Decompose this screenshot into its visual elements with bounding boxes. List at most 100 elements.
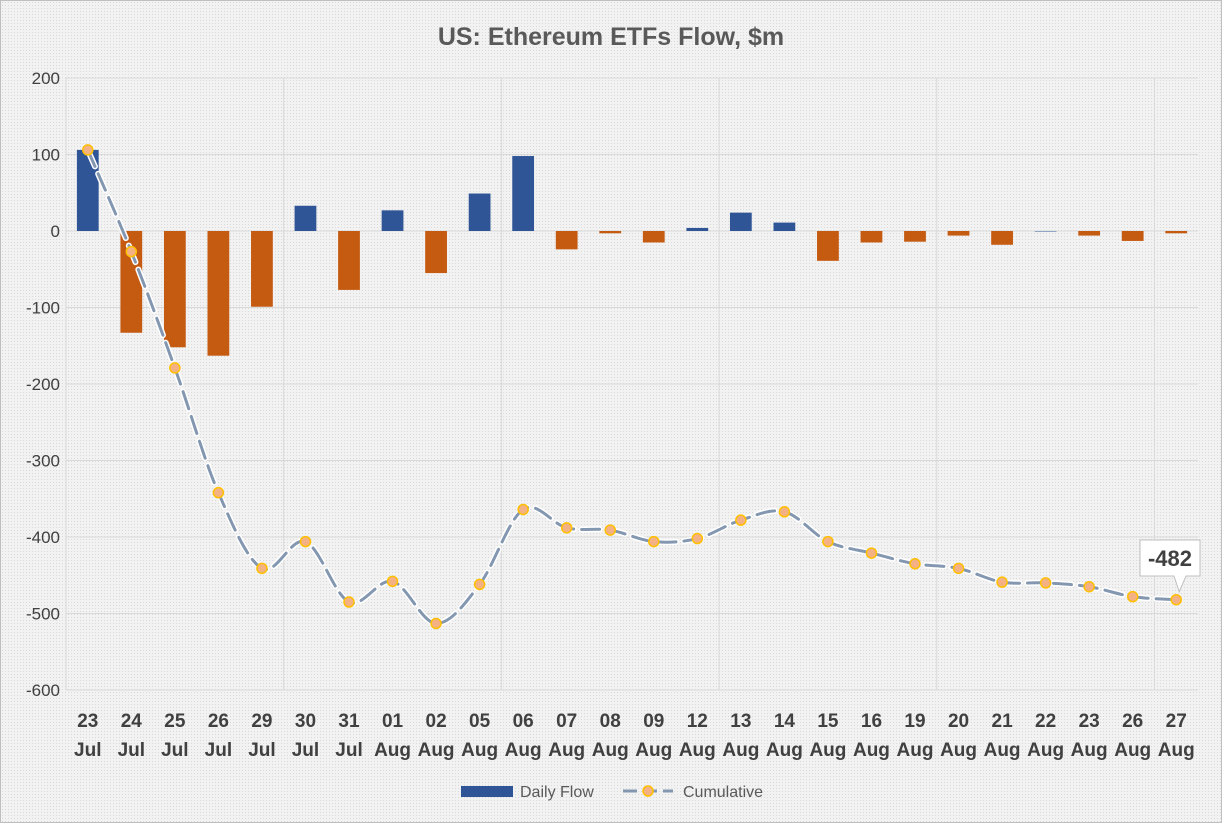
x-tick-day: 15 bbox=[817, 711, 839, 732]
cumulative-point bbox=[386, 575, 399, 588]
y-tick-label: 200 bbox=[32, 69, 60, 88]
bar-daily-flow bbox=[947, 231, 970, 236]
x-axis-ticks: 23 Jul 24 Jul 25 Jul 26 Jul 29 Jul 30 Jul 31 Jul 01 Aug… bbox=[74, 711, 1195, 761]
x-tick-day: 21 bbox=[992, 711, 1014, 732]
x-tick-day: 14 bbox=[774, 711, 796, 732]
x-tick-month: Jul bbox=[161, 740, 188, 761]
bar-daily-flow bbox=[991, 231, 1013, 245]
y-tick-label: -500 bbox=[26, 605, 60, 624]
x-tick-month: Aug bbox=[853, 740, 890, 761]
y-tick-label: -400 bbox=[26, 528, 60, 547]
x-tick-month: Jul bbox=[248, 740, 275, 761]
cumulative-point bbox=[343, 596, 355, 608]
legend-swatch-cumulative-marker bbox=[642, 785, 654, 797]
cumulative-point bbox=[691, 532, 704, 545]
callout: -482 bbox=[1139, 539, 1201, 594]
y-tick-label: 100 bbox=[32, 146, 60, 165]
cumulative-point bbox=[604, 524, 616, 536]
x-tick-day: 25 bbox=[164, 711, 186, 732]
x-tick-day: 12 bbox=[687, 711, 708, 732]
cumulative-point bbox=[1126, 590, 1139, 603]
x-tick-day: 27 bbox=[1166, 711, 1187, 732]
legend-label-cumulative: Cumulative bbox=[683, 784, 763, 801]
cumulative-point bbox=[952, 562, 965, 575]
cumulative-point bbox=[1039, 577, 1052, 589]
x-tick-month: Aug bbox=[766, 740, 803, 761]
x-tick-day: 23 bbox=[1079, 711, 1100, 732]
bar-daily-flow bbox=[338, 231, 360, 290]
x-tick-month: Aug bbox=[940, 740, 977, 761]
x-tick-month: Aug bbox=[679, 740, 716, 761]
x-tick-month: Jul bbox=[74, 740, 101, 761]
callout-box bbox=[1139, 539, 1201, 594]
cumulative-point bbox=[865, 547, 878, 559]
bar-daily-flow bbox=[773, 222, 796, 231]
bar-daily-flow bbox=[425, 231, 447, 274]
cumulative-point bbox=[517, 503, 529, 516]
legend: Daily Flow Cumulative bbox=[461, 784, 763, 801]
x-tick-day: 31 bbox=[338, 711, 360, 732]
gridlines bbox=[65, 77, 1198, 691]
cumulative-point bbox=[256, 562, 268, 575]
x-tick-day: 30 bbox=[295, 711, 316, 732]
cumulative-point bbox=[473, 578, 486, 591]
x-tick-month: Aug bbox=[418, 740, 455, 761]
x-tick-day: 29 bbox=[251, 711, 272, 732]
daily-flow-bars bbox=[76, 149, 1188, 356]
bar-daily-flow bbox=[294, 205, 317, 231]
bar-daily-flow bbox=[120, 231, 143, 333]
x-tick-month: Aug bbox=[374, 740, 411, 761]
x-tick-month: Aug bbox=[1158, 740, 1195, 761]
y-tick-label: 0 bbox=[51, 222, 60, 241]
callout-label: -482 bbox=[1148, 546, 1192, 571]
bar-daily-flow bbox=[642, 231, 665, 243]
y-axis-ticks: 200 100 0 -100 -200 -300 -400 -500 -600 bbox=[26, 69, 60, 700]
bar-daily-flow bbox=[686, 227, 709, 231]
cumulative-point bbox=[560, 522, 573, 534]
x-tick-day: 24 bbox=[121, 711, 143, 732]
bar-daily-flow bbox=[468, 193, 491, 231]
cumulative-point bbox=[648, 535, 660, 548]
x-tick-month: Aug bbox=[461, 740, 498, 761]
bar-daily-flow bbox=[599, 231, 622, 234]
x-tick-month: Aug bbox=[592, 740, 629, 761]
legend-label-daily-flow: Daily Flow bbox=[520, 784, 594, 801]
x-tick-day: 06 bbox=[513, 711, 534, 732]
cumulative-line-path bbox=[86, 148, 1178, 625]
x-tick-day: 23 bbox=[77, 711, 98, 732]
bar-daily-flow bbox=[860, 231, 883, 243]
x-tick-day: 13 bbox=[730, 711, 751, 732]
cumulative-point bbox=[212, 486, 225, 499]
x-tick-month: Aug bbox=[809, 740, 846, 761]
cumulative-point bbox=[299, 535, 312, 548]
chart-title: US: Ethereum ETFs Flow, $m bbox=[438, 23, 784, 51]
x-tick-day: 19 bbox=[904, 711, 925, 732]
cumulative-point bbox=[82, 144, 94, 156]
x-tick-day: 26 bbox=[208, 711, 229, 732]
cumulative-point bbox=[1170, 593, 1182, 606]
bar-daily-flow bbox=[76, 149, 99, 231]
bar-daily-flow bbox=[555, 231, 578, 250]
cumulative-point bbox=[430, 617, 442, 630]
y-tick-label: -100 bbox=[26, 299, 60, 318]
cumulative-point bbox=[735, 514, 747, 526]
bar-daily-flow bbox=[817, 231, 839, 261]
x-tick-month: Aug bbox=[1114, 740, 1151, 761]
bar-daily-flow bbox=[904, 231, 926, 242]
cumulative-point bbox=[1083, 580, 1095, 593]
x-tick-day: 20 bbox=[948, 711, 969, 732]
legend-swatch-daily-flow bbox=[461, 786, 513, 797]
x-tick-day: 02 bbox=[426, 711, 447, 732]
x-tick-day: 26 bbox=[1122, 711, 1143, 732]
x-tick-day: 05 bbox=[469, 711, 491, 732]
cumulative-point bbox=[822, 535, 834, 548]
cumulative-point bbox=[909, 558, 921, 570]
x-tick-month: Aug bbox=[722, 740, 759, 761]
cumulative-line-shadow bbox=[84, 146, 1180, 627]
bar-daily-flow bbox=[1165, 231, 1188, 234]
cumulative-point bbox=[125, 245, 138, 258]
x-tick-month: Aug bbox=[897, 740, 934, 761]
x-tick-month: Aug bbox=[635, 740, 672, 761]
